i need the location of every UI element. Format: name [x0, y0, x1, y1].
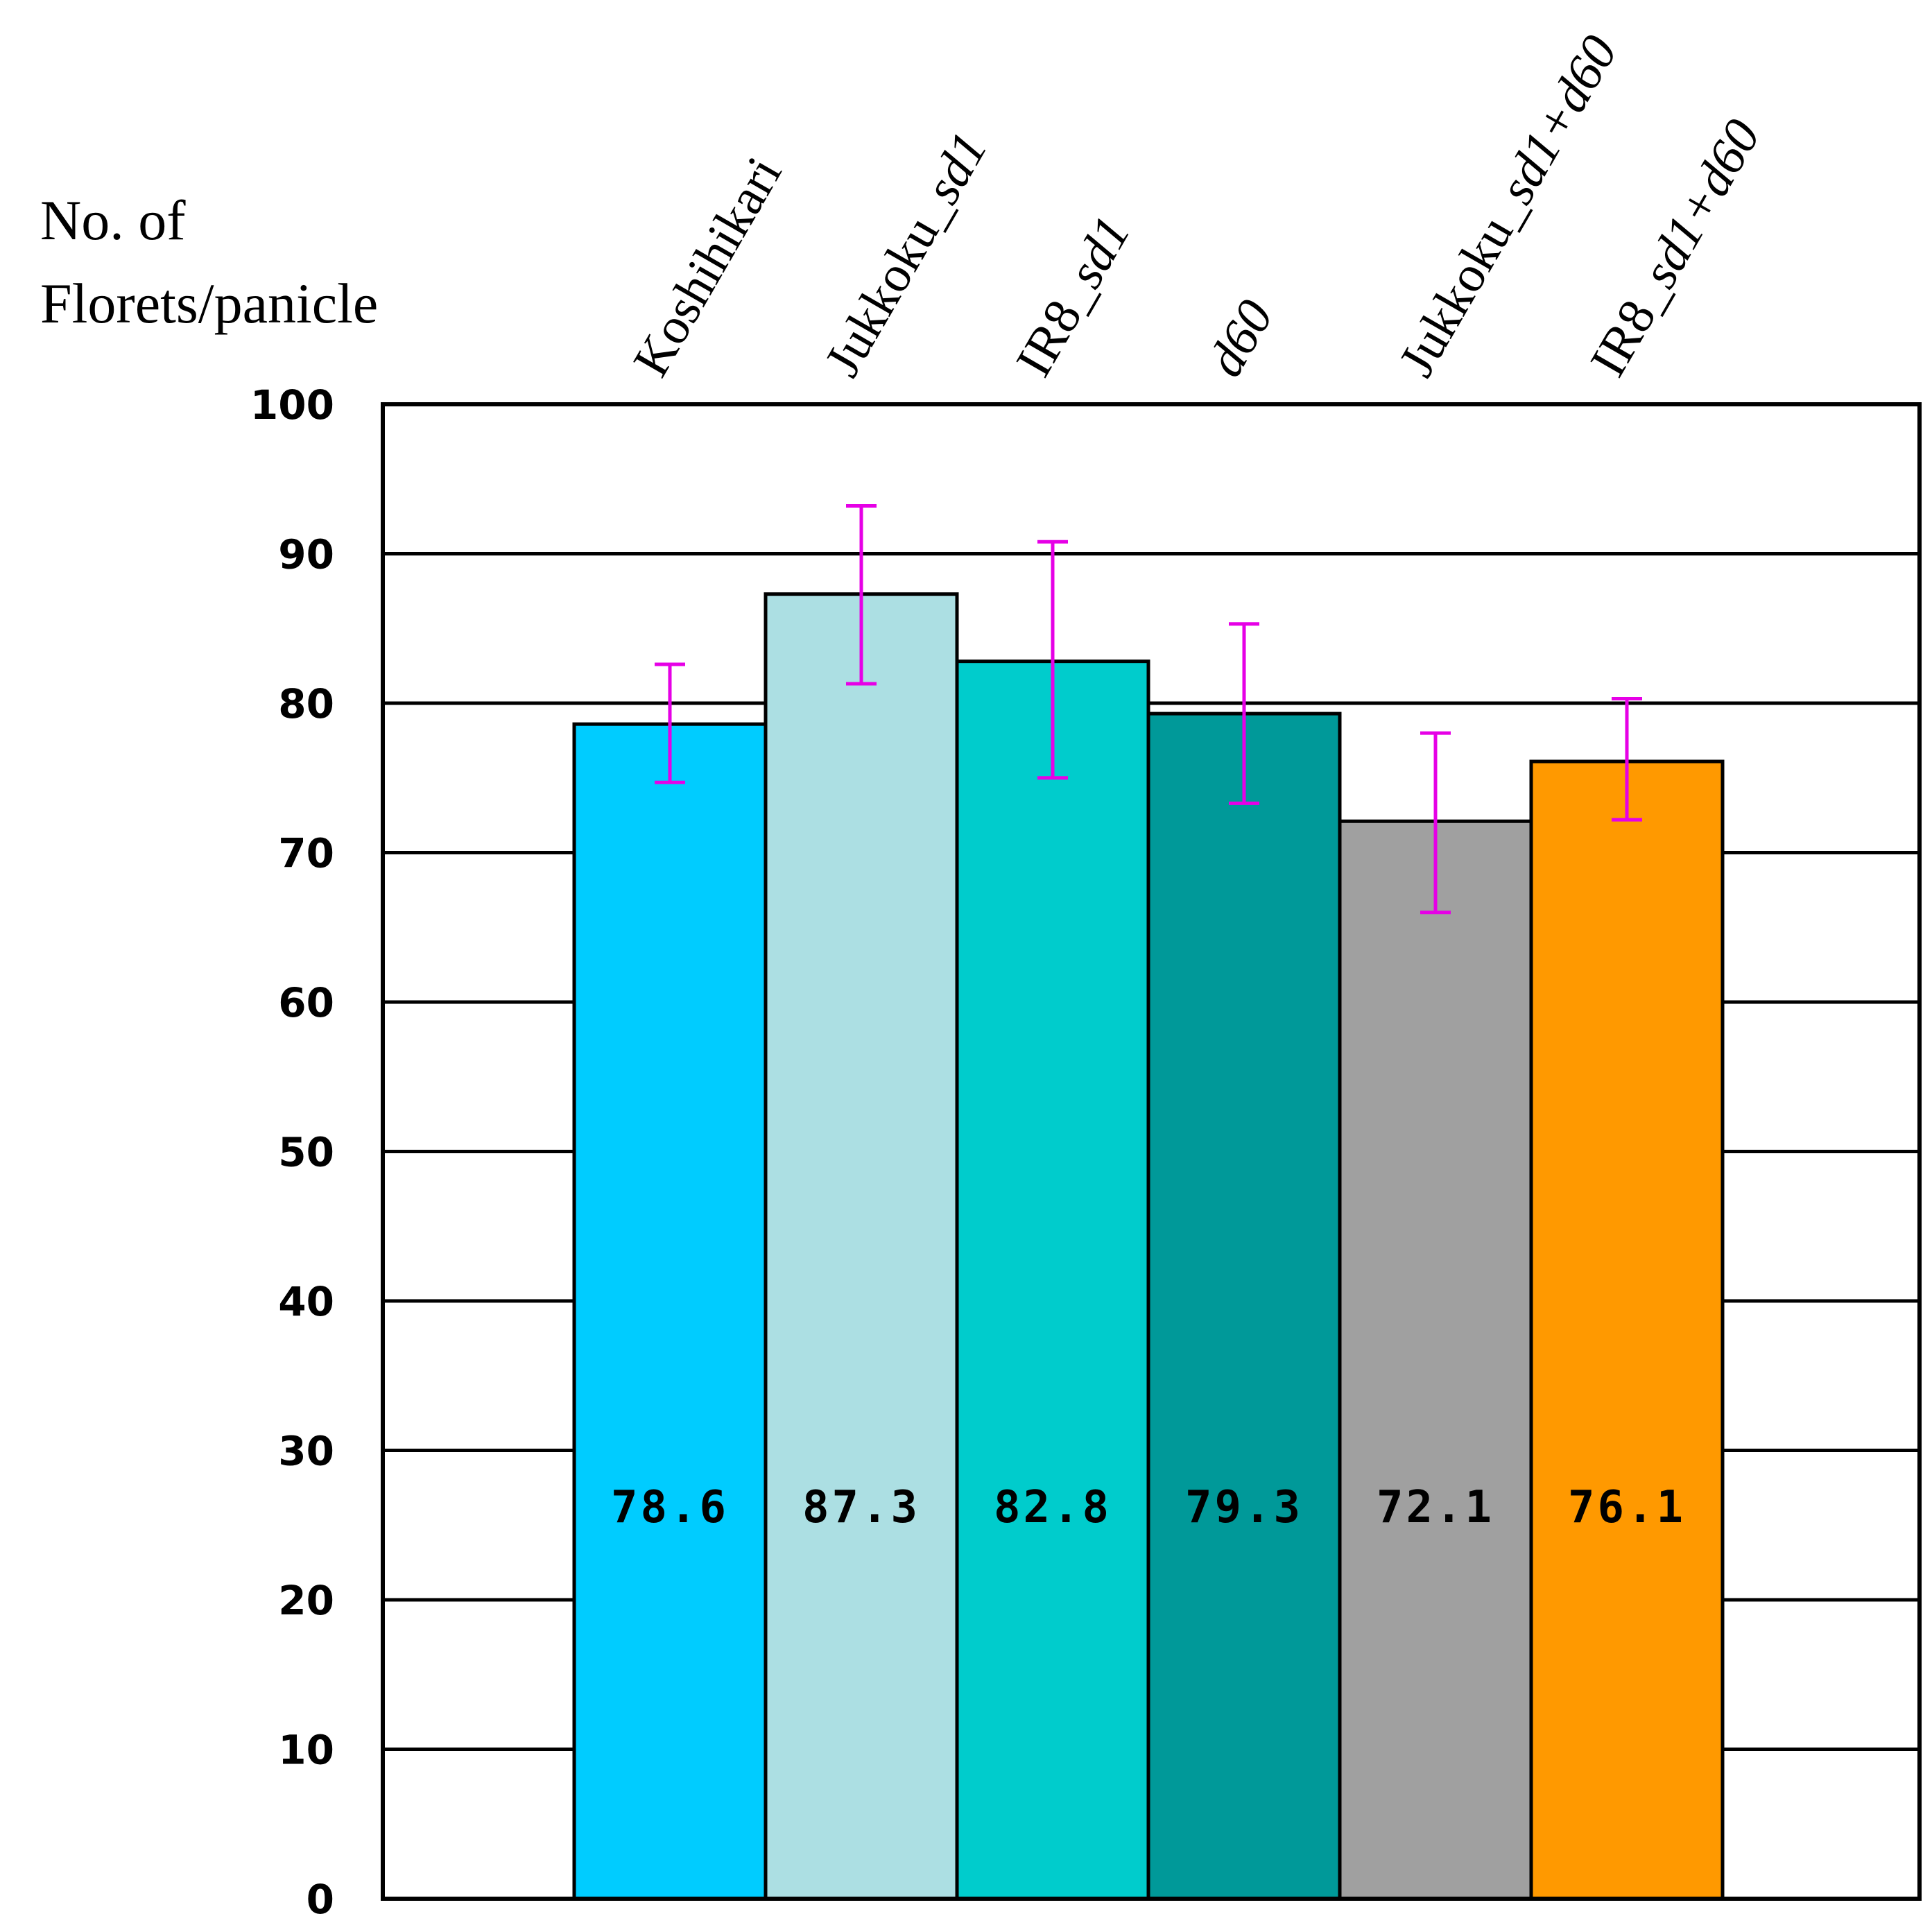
- y-tick-label: 90: [278, 531, 334, 578]
- category-label-part: Koshihikari: [623, 148, 793, 386]
- error-bars: [655, 504, 1642, 915]
- category-label-part: sd1+d60: [1488, 26, 1629, 213]
- error-bar: [846, 504, 877, 686]
- y-tick-label: 10: [278, 1727, 334, 1774]
- category-label: d60: [1197, 291, 1285, 386]
- category-label-part: Jukkoku_: [1388, 184, 1537, 386]
- y-axis-ticks: 0 10 20 30 40 50 60 70 80 90 100: [250, 381, 334, 1923]
- value-labels: 78.6 87.3 82.8 79.3 72.1 76.1: [611, 1482, 1686, 1533]
- y-tick-label: 80: [278, 680, 334, 727]
- bar-value-label: 78.6: [611, 1482, 729, 1533]
- bar-value-label: 79.3: [1185, 1482, 1303, 1533]
- error-bar: [1420, 731, 1451, 915]
- bar: [1338, 819, 1533, 1901]
- y-tick-label: 70: [278, 830, 334, 877]
- category-label: IR8_sd1: [1006, 207, 1141, 386]
- error-bar: [1037, 540, 1068, 780]
- category-label: IR8_sd1+d60: [1580, 110, 1772, 386]
- y-tick-label: 100: [250, 381, 334, 429]
- category-label-part: Jukkoku_: [814, 184, 963, 386]
- error-bar: [1229, 622, 1259, 805]
- bar-value-label: 82.8: [994, 1482, 1112, 1533]
- category-label: Jukkoku_sd1+d60: [1388, 26, 1629, 386]
- y-tick-label: 50: [278, 1129, 334, 1176]
- y-tick-label: 40: [278, 1278, 334, 1325]
- y-axis-title-line-2: Florets/panicle: [40, 272, 378, 335]
- bar-value-label: 72.1: [1377, 1482, 1494, 1533]
- category-label-part: sd1+d60: [1631, 110, 1772, 297]
- bar-value-label: 76.1: [1568, 1482, 1686, 1533]
- bar: [955, 659, 1150, 1901]
- category-label-part: d60: [1197, 291, 1285, 386]
- bar-value-label: 87.3: [802, 1482, 920, 1533]
- bar: [1529, 759, 1725, 1901]
- bar: [1146, 711, 1342, 1901]
- category-label: Jukkoku_sd1: [814, 123, 999, 386]
- y-tick-label: 0: [307, 1876, 334, 1923]
- plot-frame: [381, 402, 1922, 1901]
- error-bar: [1612, 697, 1642, 822]
- y-axis-title-line-1: No. of: [40, 189, 186, 252]
- bars: [572, 592, 1725, 1901]
- y-tick-label: 20: [278, 1577, 334, 1624]
- bar: [764, 592, 959, 1901]
- error-bar: [655, 662, 685, 784]
- y-axis-title: No. of Florets/panicle: [40, 189, 378, 335]
- bar: [572, 722, 768, 1901]
- category-label: Koshihikari: [623, 148, 793, 386]
- y-tick-label: 30: [278, 1428, 334, 1475]
- y-tick-label: 60: [278, 979, 334, 1026]
